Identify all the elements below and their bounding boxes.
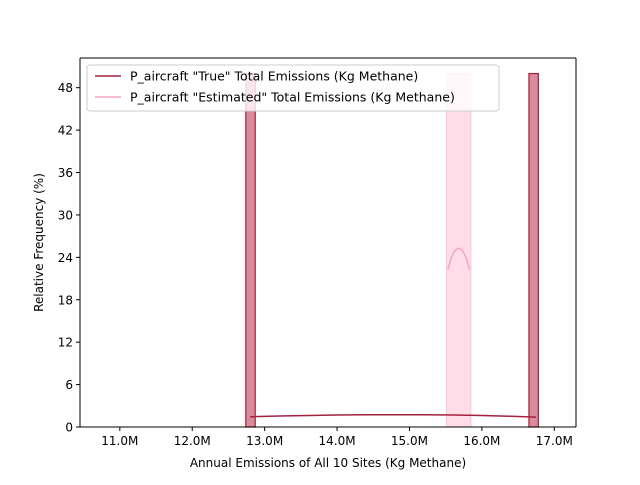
histogram-bar-estimated-0 <box>445 73 472 428</box>
y-tick-label: 48 <box>58 81 73 95</box>
y-tick-label: 42 <box>58 124 73 138</box>
kde-line-estimated <box>447 247 471 270</box>
histogram-bar-true-0 <box>245 72 256 428</box>
y-tick-label: 6 <box>65 378 73 392</box>
x-tick-label: 12.0M <box>174 434 211 448</box>
x-tick-label: 13.0M <box>246 434 283 448</box>
histogram-bar-true-1 <box>528 72 539 428</box>
y-axis-title: Relative Frequency (%) <box>32 173 46 312</box>
x-tick-label: 17.0M <box>536 434 573 448</box>
plot-area <box>245 72 539 428</box>
y-tick-label: 24 <box>58 251 73 265</box>
y-tick-label: 30 <box>58 208 73 222</box>
x-tick-label: 14.0M <box>319 434 356 448</box>
y-tick-label: 36 <box>58 166 73 180</box>
axes: 11.0M 12.0M 13.0M 14.0M 15.0M 16.0M 17.0M 0 6 12 1… <box>58 57 577 448</box>
legend: P_aircraft "True" Total Emissions (Kg Me… <box>86 64 500 112</box>
kde-line-true <box>250 413 537 418</box>
legend-box <box>86 64 500 112</box>
y-tick-label: 12 <box>58 336 73 350</box>
x-tick-label: 11.0M <box>101 434 138 448</box>
legend-label-true: P_aircraft "True" Total Emissions (Kg Me… <box>130 69 418 84</box>
legend-label-estimated: P_aircraft "Estimated" Total Emissions (… <box>130 90 455 105</box>
y-tick-label: 0 <box>65 421 73 435</box>
x-tick-label: 15.0M <box>391 434 428 448</box>
y-tick-label: 18 <box>58 293 73 307</box>
x-tick-label: 16.0M <box>463 434 500 448</box>
x-axis-title: Annual Emissions of All 10 Sites (Kg Met… <box>190 456 466 470</box>
